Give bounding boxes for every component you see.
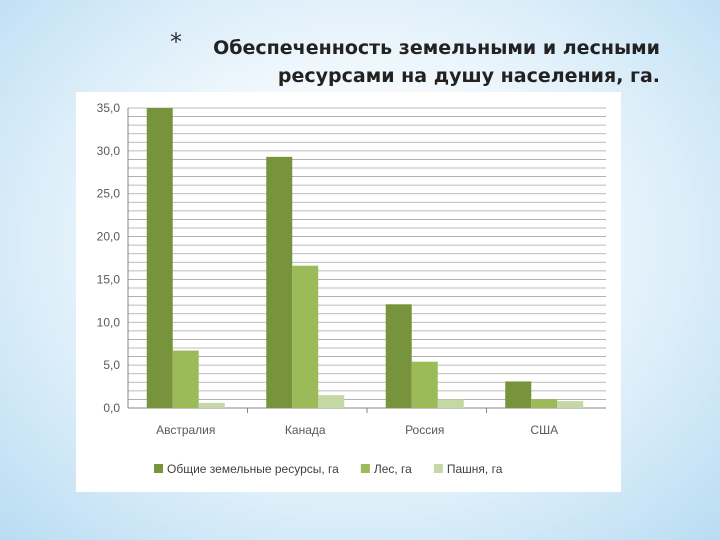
title-line-1: Обеспеченность земельными и лесными [213, 37, 660, 59]
legend-swatch [154, 464, 163, 473]
y-tick-label: 25,0 [97, 187, 121, 201]
bar [172, 350, 199, 408]
legend-swatch [433, 464, 443, 473]
title-line-2: ресурсами на душу населения, га. [277, 65, 660, 87]
y-tick-label: 15,0 [97, 272, 121, 286]
y-tick-label: 20,0 [97, 230, 121, 244]
legend-label: Пашня, га [447, 462, 503, 476]
legend-label: Общие земельные ресурсы, га [167, 462, 339, 476]
chart-panel: 0,0 5,0 10,0 15,0 20,0 25,0 30,0 35,0 Австралия К… [76, 92, 621, 492]
bar-chart: 0,0 5,0 10,0 15,0 20,0 25,0 30,0 35,0 Австралия К… [97, 101, 606, 476]
legend-swatch [360, 464, 370, 473]
slide-title: Обеспеченность земельными и лесными ресу… [190, 34, 660, 90]
bar [437, 399, 464, 408]
x-category-label: Россия [405, 423, 444, 437]
bar [146, 108, 173, 408]
y-tick-label: 30,0 [97, 144, 121, 158]
y-tick-label: 10,0 [97, 315, 121, 329]
y-tick-label: 5,0 [103, 358, 120, 372]
x-category-label: Австралия [156, 423, 215, 437]
bar [292, 265, 319, 408]
legend-label: Лес, га [374, 462, 412, 476]
bar [318, 395, 345, 408]
bar [198, 402, 225, 408]
bar [385, 304, 412, 408]
bar [266, 156, 293, 408]
bar [531, 399, 558, 408]
bar [505, 381, 532, 408]
x-category-label: США [530, 423, 558, 437]
y-tick-label: 35,0 [97, 101, 121, 115]
bar [557, 401, 584, 408]
title-bullet: * [170, 28, 182, 56]
x-category-label: Канада [285, 423, 326, 437]
bar [411, 361, 438, 408]
y-tick-label: 0,0 [103, 401, 120, 415]
